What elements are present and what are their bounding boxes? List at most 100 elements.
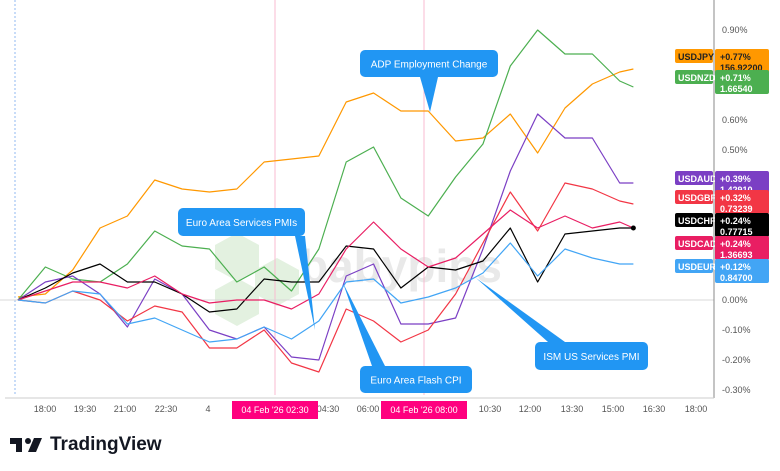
series-usdeur [17, 242, 634, 343]
symbol-label: USDCAD [678, 239, 717, 249]
price-label: 0.73239 [720, 204, 753, 214]
change-label: +0.24% [720, 216, 751, 226]
x-tick-label: 4 [205, 404, 210, 414]
y-tick-label: -0.20% [722, 355, 751, 365]
x-tick-label: 18:00 [685, 404, 708, 414]
callout-pointer [476, 278, 565, 342]
callout-box [360, 366, 472, 393]
value-label-bg [715, 49, 769, 73]
value-label-bg [715, 190, 769, 214]
series-line-usdgbp [17, 182, 634, 373]
series-usdcad [17, 209, 634, 310]
brand-name: TradingView [50, 434, 162, 455]
series-line-usdchf [17, 227, 634, 313]
symbol-label-bg [675, 190, 713, 204]
x-tick-label: 15:00 [602, 404, 625, 414]
symbol-label-bg [675, 70, 713, 84]
price-tag-usdnzd: USDNZD +0.71%1.66540 [675, 70, 769, 94]
tradingview-logo[interactable]: TradingView [10, 434, 162, 456]
symbol-label-bg [675, 213, 713, 227]
symbol-label: USDJPY [678, 52, 714, 62]
change-label: +0.77% [720, 52, 751, 62]
change-label: +0.71% [720, 73, 751, 83]
x-tick-label: 22:30 [155, 404, 178, 414]
series-usdjpy [17, 68, 634, 298]
x-tick-label: 16:30 [643, 404, 666, 414]
x-tick-label: 18:00 [34, 404, 57, 414]
symbol-label: USDNZD [678, 73, 716, 83]
y-tick-label: 0.60% [722, 115, 748, 125]
change-label: +0.12% [720, 262, 751, 272]
symbol-label: USDCHF [678, 216, 716, 226]
value-label-bg [715, 236, 769, 260]
price-tag-usdeur: USDEUR +0.12%0.84700 [675, 259, 769, 283]
price-label: 156.92200 [720, 63, 763, 73]
symbol-label-bg [675, 49, 713, 63]
x-tick-label: 21:00 [114, 404, 137, 414]
series-line-usdaud [17, 113, 634, 361]
value-label-bg [715, 213, 769, 237]
symbol-label-bg [675, 259, 713, 273]
change-label: +0.32% [720, 193, 751, 203]
last-point-marker [630, 225, 636, 231]
symbol-label: USDAUD [678, 174, 717, 184]
x-tick-label: 10:30 [479, 404, 502, 414]
callout-pointer [420, 77, 438, 112]
series-usdchf [17, 227, 634, 313]
price-tag-usdcad: USDCAD +0.24%1.36693 [675, 236, 769, 260]
series-line-usdnzd [17, 29, 634, 301]
watermark-hex [215, 278, 259, 326]
x-tick-label: 06:00 [357, 404, 380, 414]
x-tick-label: 13:30 [561, 404, 584, 414]
watermark-hex [255, 258, 299, 306]
callout-pointer [295, 236, 315, 330]
price-tag-usdjpy: USDJPY +0.77%156.92200 [675, 49, 769, 73]
change-label: +0.24% [720, 239, 751, 249]
watermark-logo [215, 233, 299, 326]
callout-box [360, 50, 498, 77]
x-tick-label: 19:30 [74, 404, 97, 414]
y-tick-label: -0.10% [722, 325, 751, 335]
price-tag-usdchf: USDCHF +0.24%0.77715 [675, 213, 769, 237]
y-tick-label: 0.90% [722, 25, 748, 35]
callout-text: Euro Area Flash CPI [370, 376, 461, 387]
callout-text: Euro Area Services PMIs [186, 218, 297, 229]
tradingview-logo-icon [10, 438, 42, 452]
series-usdaud [17, 113, 634, 361]
y-tick-label: 0.00% [722, 295, 748, 305]
price-label: 1.66540 [720, 84, 753, 94]
price-label: 0.84700 [720, 273, 753, 283]
price-label: 1.36693 [720, 250, 753, 260]
symbol-label-bg [675, 171, 713, 185]
price-label: 0.77715 [720, 227, 753, 237]
event-callout: ISM US Services PMI [476, 278, 648, 370]
event-time-label-bg [232, 401, 318, 419]
x-tick-label: 12:00 [519, 404, 542, 414]
value-label-bg [715, 171, 769, 195]
y-tick-label: -0.30% [722, 385, 751, 395]
callout-box [178, 208, 305, 236]
symbol-label-bg [675, 236, 713, 250]
series-usdgbp [17, 182, 634, 373]
value-label-bg [715, 70, 769, 94]
y-tick-label: 0.50% [722, 145, 748, 155]
event-time-label: 04 Feb '26 02:30 [241, 405, 308, 415]
series-line-usdcad [17, 209, 634, 310]
change-label: +0.39% [720, 174, 751, 184]
series-line-usdjpy [17, 68, 634, 298]
event-callout: Euro Area Flash CPI [343, 283, 472, 393]
callout-text: ADP Employment Change [371, 60, 488, 71]
value-label-bg [715, 259, 769, 283]
event-callout: Euro Area Services PMIs [178, 208, 315, 330]
x-tick-label: 04:30 [317, 404, 340, 414]
series-line-usdeur [17, 242, 634, 343]
event-time-label: 04 Feb '26 08:00 [390, 405, 457, 415]
price-tag-usdgbp: USDGBP +0.32%0.73239 [675, 190, 769, 214]
callout-box [535, 342, 648, 370]
callout-pointer [343, 283, 385, 366]
event-callout: ADP Employment Change [360, 50, 498, 112]
symbol-label: USDEUR [678, 262, 717, 272]
symbol-label: USDGBP [678, 193, 717, 203]
callout-text: ISM US Services PMI [543, 352, 639, 363]
